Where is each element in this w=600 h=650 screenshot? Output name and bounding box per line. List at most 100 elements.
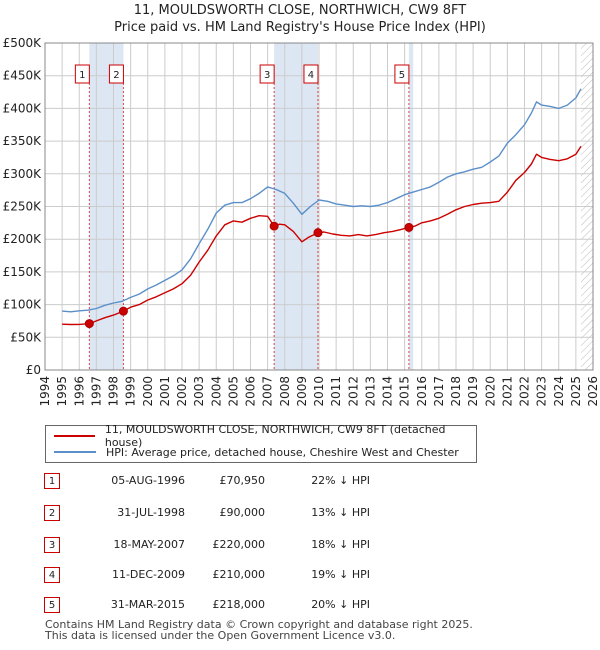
price-chart: £0 £50K £100K £150K £200K £250K £300K £350K £400… [3,36,600,407]
y-tick-label: £0 [26,363,41,377]
sale-row: 3 18-MAY-2007 £220,000 18% ↓ HPI [0,536,600,556]
x-tick-label: 2003 [192,376,206,407]
sale-label-text: 3 [264,70,270,81]
x-tick-label: 2008 [278,376,292,407]
sale-marker-3: 3 [44,537,60,553]
sale-price: £220,000 [212,538,266,551]
sale-marker-5: 5 [44,597,60,613]
legend-item-hpi: HPI: Average price, detached house, Ches… [54,444,459,460]
sale-marker-1: 1 [44,473,60,489]
sale-label-2: 2 [108,64,124,84]
sale-label-1: 1 [74,64,90,84]
chart-legend: 11, MOULDSWORTH CLOSE, NORTHWICH, CW9 8F… [45,423,477,463]
sale-label-box [74,64,90,84]
y-tick-label: £500K [3,36,43,50]
sale-label-box [303,64,319,84]
sale-hpi-diff: 22% ↓ HPI [311,474,370,487]
sale-price: £70,950 [219,474,266,487]
x-tick-label: 2002 [175,376,189,407]
x-tick-label: 2026 [586,376,600,407]
sale-label-box [394,64,410,84]
sale-label-5: 5 [394,64,410,84]
sale-date: 11-DEC-2009 [111,568,185,581]
y-tick-label: £200K [3,232,43,246]
chart-title: 11, MOULDSWORTH CLOSE, NORTHWICH, CW9 8F… [0,2,600,36]
sale-hpi-diff: 18% ↓ HPI [311,538,370,551]
sale-hpi-diff: 20% ↓ HPI [311,598,370,611]
x-tick-label: 1995 [55,376,69,407]
sale-marker-2: 2 [44,505,60,521]
sale-hpi-diff: 13% ↓ HPI [311,506,370,519]
x-tick-label: 2013 [363,376,377,407]
chart-title-line-2: Price paid vs. HM Land Registry's House … [114,20,486,35]
sale-label-text: 2 [113,70,119,81]
x-tick-label: 2018 [449,376,463,407]
sale-label-text: 1 [79,70,85,81]
sale-row: 4 11-DEC-2009 £210,000 19% ↓ HPI [0,566,600,586]
x-tick-label: 2020 [483,376,497,407]
x-tick-label: 1998 [107,376,121,407]
sale-label-box [259,64,275,84]
footer: Contains HM Land Registry data © Crown c… [45,619,473,641]
y-tick-label: £50K [10,330,42,344]
x-tick-label: 1999 [124,376,138,407]
x-tick-label: 2004 [209,376,223,407]
sale-date: 31-JUL-1998 [117,506,185,519]
chart-title-line-1: 11, MOULDSWORTH CLOSE, NORTHWICH, CW9 8F… [133,3,467,18]
sale-marker-4: 4 [44,567,60,583]
x-tick-label: 1997 [89,376,103,407]
x-tick-label: 2006 [244,376,258,407]
x-tick-label: 2000 [141,376,155,407]
sale-price: £90,000 [219,506,266,519]
sale-price: £210,000 [212,568,266,581]
x-tick-label: 2023 [535,376,549,407]
plot-border [44,42,594,371]
x-tick-label: 2019 [466,376,480,407]
x-tick-label: 2014 [381,376,395,407]
sale-row: 2 31-JUL-1998 £90,000 13% ↓ HPI [0,504,600,524]
sale-hpi-diff: 19% ↓ HPI [311,568,370,581]
x-tick-label: 1994 [38,376,52,407]
x-tick-label: 2022 [518,376,532,407]
y-tick-label: £450K [3,69,43,83]
legend-swatch-property [54,435,95,437]
sale-row: 5 31-MAR-2015 £218,000 20% ↓ HPI [0,596,600,616]
x-tick-label: 2009 [295,376,309,407]
x-tick-label: 2005 [226,376,240,407]
sale-date: 05-AUG-1996 [111,474,185,487]
sale-point-2 [118,306,128,316]
sale-label-text: 4 [308,70,314,81]
y-tick-label: £100K [3,298,43,312]
sale-label-box [108,64,124,84]
y-tick-label: £400K [3,101,43,115]
legend-swatch-hpi [54,451,96,453]
sale-date: 18-MAY-2007 [113,538,185,551]
sale-point-1 [84,319,94,329]
x-tick-label: 2017 [432,376,446,407]
x-tick-label: 2021 [500,376,514,407]
legend-item-property: 11, MOULDSWORTH CLOSE, NORTHWICH, CW9 8F… [54,423,476,449]
x-tick-label: 2012 [346,376,360,407]
legend-label-property: 11, MOULDSWORTH CLOSE, NORTHWICH, CW9 8F… [104,423,446,449]
y-tick-label: £350K [3,134,43,148]
sale-point-4 [313,228,323,238]
sale-label-4: 4 [303,64,319,84]
property-line [62,145,582,326]
legend-label-hpi: HPI: Average price, detached house, Ches… [106,445,459,459]
x-tick-label: 2007 [261,376,275,407]
x-tick-label: 2024 [552,376,566,407]
y-tick-label: £150K [3,265,43,279]
sale-row: 1 05-AUG-1996 £70,950 22% ↓ HPI [0,472,600,492]
x-tick-label: 2001 [158,376,172,407]
footer-copyright: Contains HM Land Registry data © Crown c… [45,618,473,631]
x-tick-label: 2025 [569,376,583,407]
sale-price: £218,000 [212,598,266,611]
hpi-line [62,88,582,313]
x-tick-label: 1996 [72,376,86,407]
y-tick-label: £300K [3,167,43,181]
x-tick-label: 2011 [329,376,343,407]
x-tick-label: 2016 [415,376,429,407]
sale-date: 31-MAR-2015 [110,598,185,611]
sale-label-text: 5 [399,70,405,81]
sale-point-5 [404,222,414,232]
